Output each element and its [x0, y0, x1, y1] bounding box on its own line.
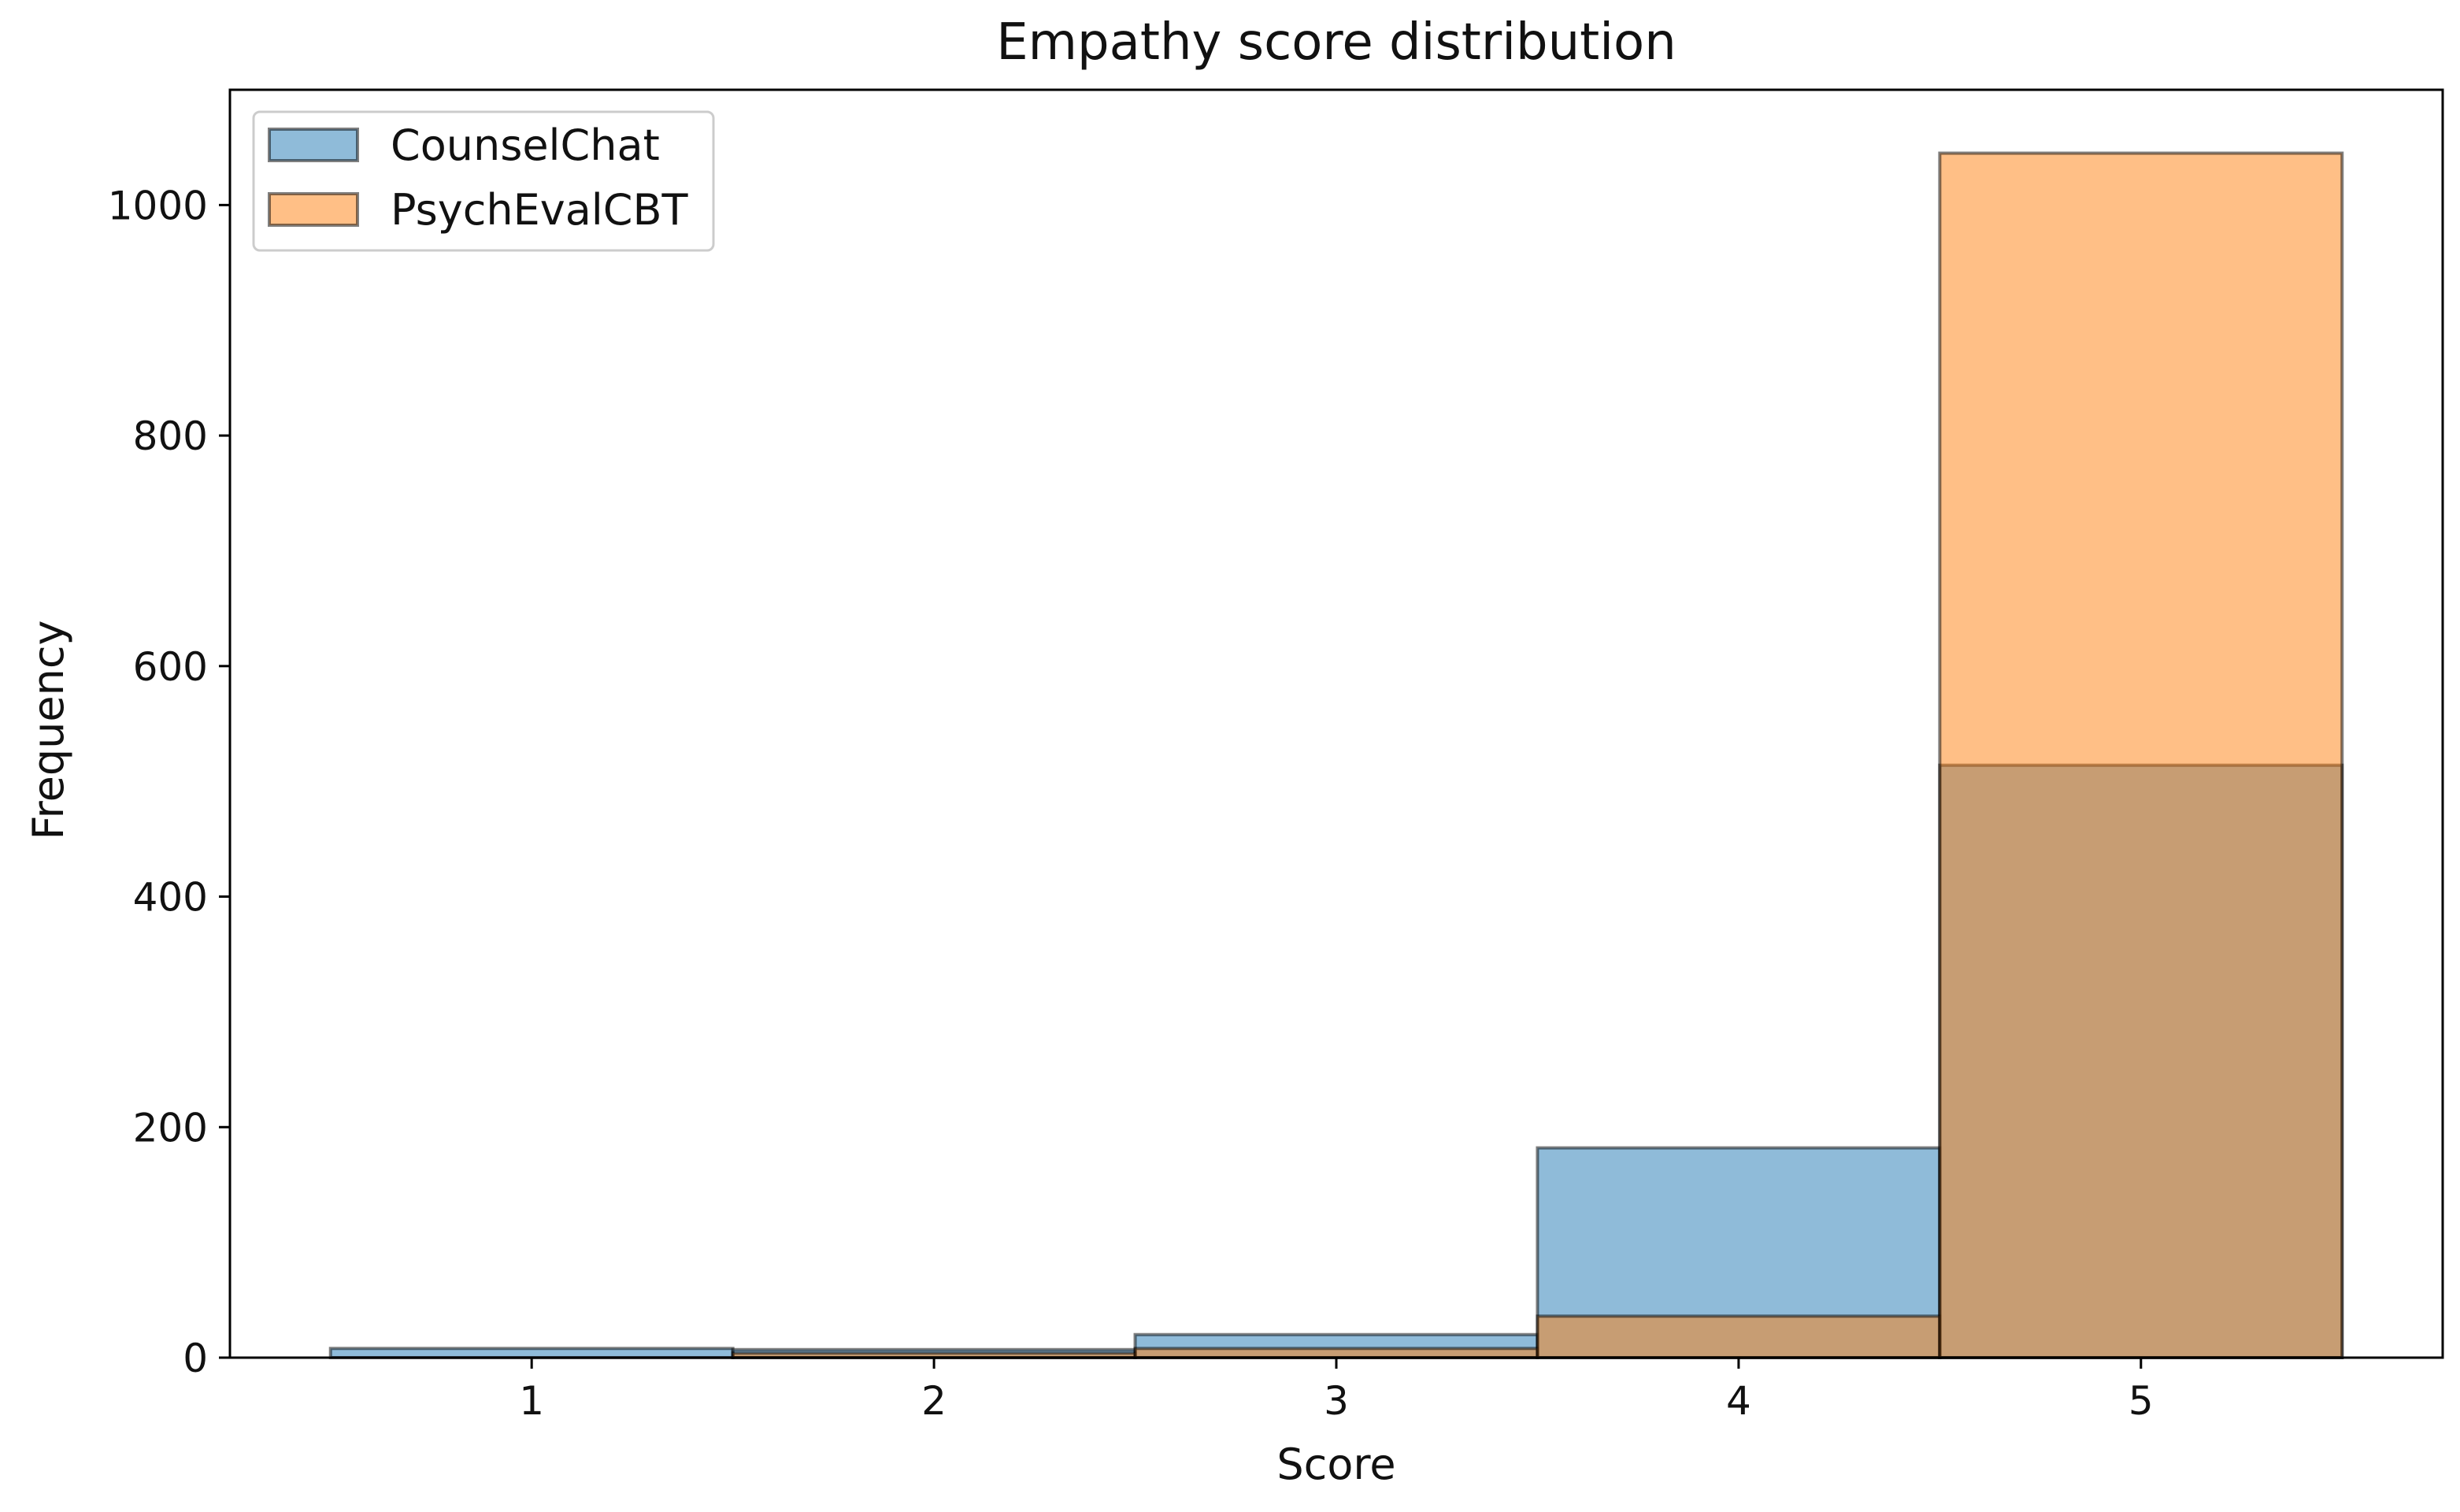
legend-label-psychevalcbt: PsychEvalCBT — [391, 185, 689, 235]
bar-psychevalcbt-3 — [1133, 1347, 1539, 1359]
x-tick-label: 4 — [1726, 1378, 1751, 1424]
y-tick-label: 600 — [133, 644, 208, 690]
x-tick-label: 3 — [1324, 1378, 1349, 1424]
y-tick-label: 200 — [133, 1105, 208, 1151]
y-axis-label: Frequency — [24, 621, 73, 840]
chart-title: Empathy score distribution — [996, 13, 1676, 72]
legend-swatch-counselchat — [268, 128, 359, 162]
legend-swatch-psychevalcbt — [268, 192, 359, 227]
bars-layer — [328, 151, 2344, 1360]
x-tick-label: 2 — [921, 1378, 947, 1424]
y-tick-label: 400 — [133, 875, 208, 921]
x-tick-label: 5 — [2128, 1378, 2154, 1424]
legend-label-counselchat: CounselChat — [391, 120, 660, 170]
bar-psychevalcbt-4 — [1536, 1314, 1942, 1359]
y-axis-ticks: 0 200 400 600 800 1000 — [108, 183, 230, 1381]
bar-psychevalcbt-5 — [1938, 151, 2344, 1359]
x-axis-label: Score — [1276, 1440, 1395, 1489]
y-tick-label: 0 — [183, 1336, 208, 1381]
y-tick-label: 1000 — [108, 183, 208, 228]
legend: CounselChat PsychEvalCBT — [252, 110, 715, 252]
x-axis-ticks: 1 2 3 4 5 — [519, 1358, 2154, 1424]
y-tick-label: 800 — [133, 413, 208, 459]
x-tick-label: 1 — [519, 1378, 544, 1424]
bar-counselchat-1 — [328, 1347, 735, 1359]
legend-box — [252, 110, 715, 252]
